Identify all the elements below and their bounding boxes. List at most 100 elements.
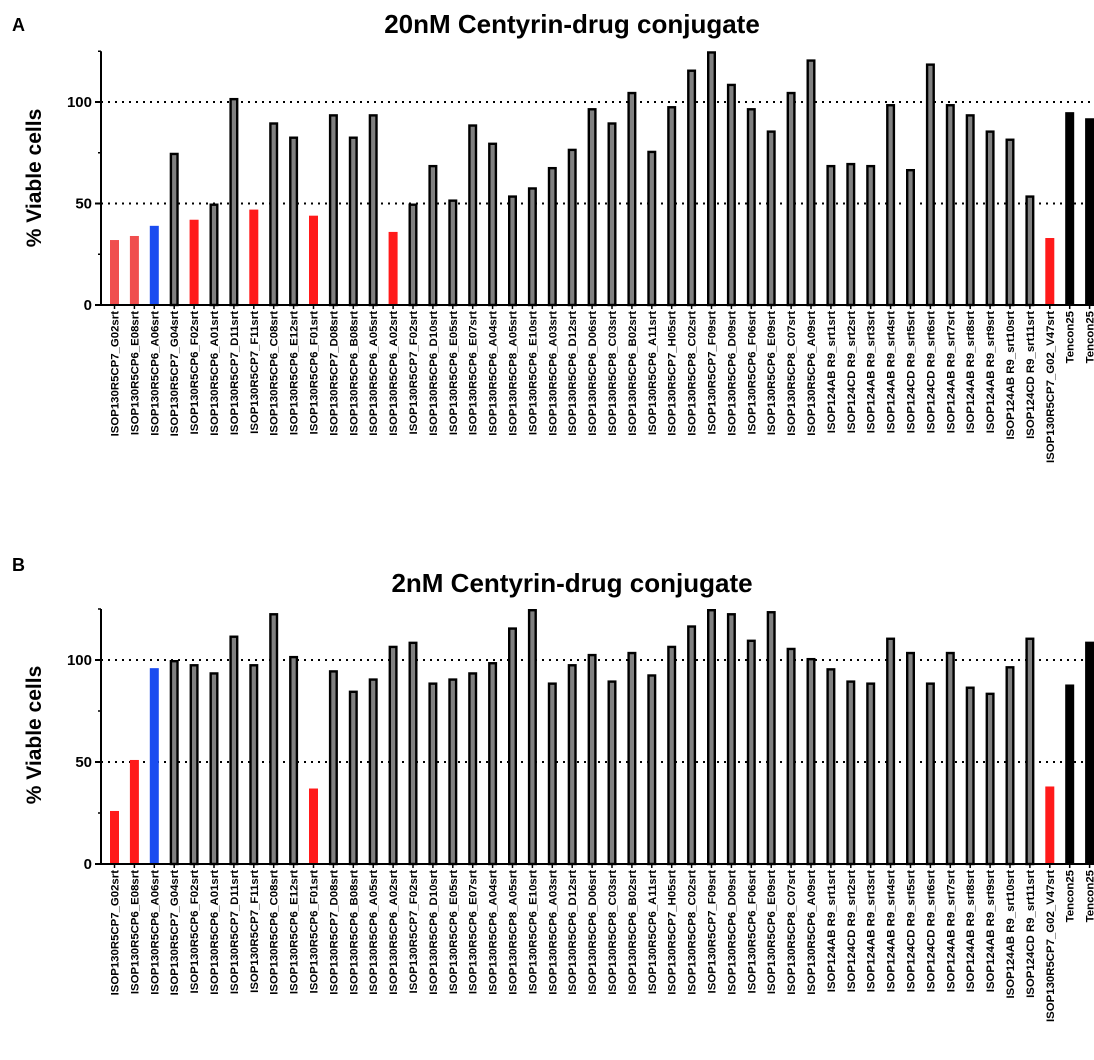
panel-b-category-label: ISOP124CD R9_srt11srt [1025,870,1037,998]
panel-a-category-label: ISOP130R5CP6_A04srt [488,311,500,436]
panel-b-category-label: ISOP130R5CP6_E05srt [448,870,460,994]
panel-b-category-label: ISOP130R5CP6_B08srt [348,870,360,995]
panel-a-category-label: ISOP130R5CP7_G02_V47srt [1045,311,1057,463]
panel-a-bar [687,69,697,307]
panel-a-category-label: ISOP124CD R9_srt6srt [925,311,937,433]
panel-b-bar [309,788,318,864]
panel-a-bar [786,91,796,307]
panel-a-bar [906,168,916,307]
panel-a-category-label: ISOP124AB R9_srt10srt [1005,311,1017,440]
panel-b-bar [746,639,756,866]
panel-b-bar [726,613,736,866]
panel-b-category-label: ISOP124AB R9_srt8srt [965,870,977,992]
panel-a-bar [1065,112,1075,306]
panel-b-bar [906,651,916,866]
panel-a-title: 20nM Centyrin-drug conjugate [384,9,760,39]
panel-b-bar [826,668,836,866]
panel-a-bar [348,136,358,307]
panel-b-category-label: ISOP130R5CP6_E08srt [129,870,141,994]
panel-a-category-label: ISOP130R5CP8_C07srt [786,311,798,436]
panel-b-category-label: ISOP130R5CP6_D09srt [726,870,738,995]
panel-a-category-label: ISOP130R5CP7_D08srt [328,311,340,436]
panel-b-category-label: ISOP130R5CP6_A05srt [368,870,380,995]
panel-b-category-label: ISOP130R5CP7_G02srt [110,870,122,996]
panel-a-bar [846,162,856,307]
panel-b-category-label: ISOP130R5CP6_E12srt [289,870,301,994]
panel-a-category-label: ISOP124CD R9_srt2srt [846,311,858,433]
panel-b-category-label: ISOP130R5CP6_A02srt [388,870,400,995]
panel-a-bar [1025,195,1035,307]
panel-a-bar [945,104,955,307]
panel-b-category-label: ISOP130R5CP6_E10srt [527,870,539,994]
panel-a-category-label: ISOP124AB R9_srt9srt [985,311,997,433]
panel-a-category-label: ISOP130R5CP6_E10srt [527,311,539,435]
panel-b-category-label: ISOP130R5CP6_E09srt [766,870,778,994]
panel-a-bar [408,203,418,307]
panel-b-bar [488,662,498,866]
panel-a-category-label: ISOP130R5CP6_D09srt [726,311,738,436]
panel-a-category-label: ISOP130R5CP6_A01srt [209,311,221,436]
panel-b-bar [985,692,995,866]
panel-b-y-tick-label: 50 [75,754,92,771]
panel-b-bar [866,682,876,866]
panel-a-bar [667,106,677,307]
panel-b-bar [627,651,637,866]
panel-b-category-label: ISOP130R5CP6_A09srt [806,870,818,995]
panel-a-bar [1085,118,1094,306]
panel-b-bar [289,655,299,866]
panel-a-bar [468,124,478,307]
panel-a-bar [368,114,378,307]
panel-a-bar [169,152,179,307]
panel-b-category-label: ISOP130R5CP7_F02srt [408,870,420,994]
panel-b-title: 2nM Centyrin-drug conjugate [391,568,752,598]
panel-b-category-label: ISOP130R5CP6_F02srt [189,870,201,994]
panel-a-category-label: Tencon25 [1085,310,1094,363]
panel-a-category-label: ISOP124CD R9_srt11srt [1025,311,1037,439]
panel-a-bar [229,97,239,307]
panel-a-bar [607,122,617,307]
panel-b-category-label: ISOP130R5CP6_D10srt [428,870,440,995]
panel-b-bar [766,611,776,866]
panel-a-bar [269,122,279,307]
panel-b-bar [607,680,617,866]
panel-a-bar [567,148,577,307]
panel-b-y-tick-label: 100 [67,652,92,669]
panel-a-bar [328,114,338,307]
panel-b-category-label: Tencon25 [1085,869,1094,922]
panel-a-category-label: ISOP130R5CP6_C08srt [269,311,281,436]
panel-b-bar [209,672,219,866]
panel-b-category-label: ISOP130R5CP6_F01srt [309,870,321,994]
panel-a-category-label: ISOP124AB R9_srt4srt [886,311,898,433]
panel-b-bar [448,678,458,866]
panel-a-category-label: ISOP130R5CP7_G02srt [110,311,122,437]
panel-b-category-label: ISOP130R5CP6_D06srt [587,870,599,995]
panel-a-plot: 0 50 100 ISOP130R5CP7_G02srt ISOP130R5CP6_E0… [67,50,1094,463]
panel-b-category-label: ISOP130R5CP6_A04srt [488,870,500,995]
panel-b-bar [647,674,657,866]
panel-b-category-label: ISOP124AB R9_srt7srt [945,870,957,992]
panel-b-bar [249,664,259,866]
panel-b-category-label: ISOP130R5CP7_D11srt [229,870,241,994]
panel-b-bar [567,664,577,866]
panel-b-bar [408,641,418,866]
panel-a-bar [726,83,736,307]
panel-b-bar [786,647,796,866]
panel-a-bar [707,51,717,307]
panel-b-bar [707,609,717,866]
panel-a-category-label: ISOP130R5CP6_E12srt [289,311,301,435]
panel-b-category-label: ISOP130R5CP7_F11srt [249,870,261,993]
panel-b-category-label: ISOP130R5CP6_E07srt [468,870,480,994]
panel-a-category-label: ISOP130R5CP6_F01srt [309,311,321,435]
panel-b-category-label: ISOP130R5CP6_B02srt [627,870,639,995]
panel-b-category-label: ISOP130R5CP6_C08srt [269,870,281,995]
panel-a-category-label: ISOP130R5CP8_C03srt [607,311,619,436]
panel-a-y-tick-label: 50 [75,196,92,213]
panel-b-bar [806,657,816,866]
panel-a-bar [527,187,537,307]
panel-a-bar [587,108,597,307]
panel-a-category-label: ISOP130R5CP6_A02srt [388,311,400,436]
panel-a-category-label: ISOP130R5CP8_A05srt [508,311,520,436]
panel-a-bar [866,164,876,307]
panel-a-category-label: ISOP130R5CP7_F11srt [249,311,261,434]
panel-a-category-label: ISOP130R5CP6_A09srt [806,311,818,436]
